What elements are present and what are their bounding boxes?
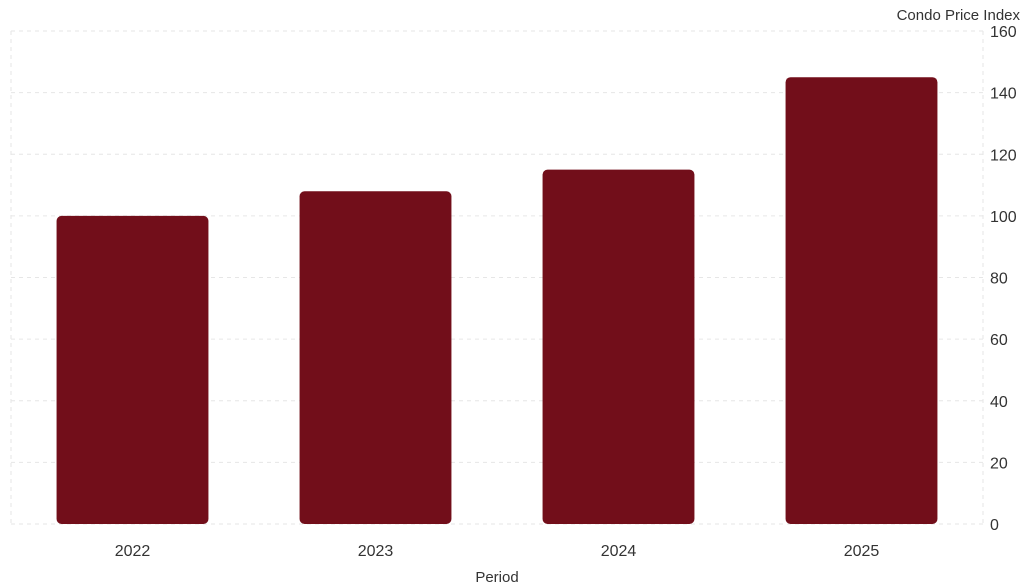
bars xyxy=(56,77,938,524)
bar-2024 xyxy=(542,169,695,524)
x-tick-label: 2023 xyxy=(358,543,394,560)
y-axis-title: Condo Price Index xyxy=(897,7,1021,24)
y-tick-label: 0 xyxy=(990,517,999,534)
bar-2022 xyxy=(56,215,209,524)
x-tick-label: 2025 xyxy=(844,543,880,560)
y-tick-label: 80 xyxy=(990,271,1008,288)
y-tick-label: 60 xyxy=(990,332,1008,349)
y-tick-label: 140 xyxy=(990,86,1017,103)
y-tick-label: 120 xyxy=(990,147,1017,164)
y-tick-label: 160 xyxy=(990,24,1017,41)
x-tick-label: 2022 xyxy=(115,543,151,560)
y-tick-label: 20 xyxy=(990,455,1008,472)
x-tick-label: 2024 xyxy=(601,543,637,560)
y-tick-label: 100 xyxy=(990,209,1017,226)
bar-2025 xyxy=(785,77,938,524)
x-axis-title: Period xyxy=(475,569,518,585)
y-axis-ticks: 0 20 40 60 80 100 120 140 160 xyxy=(990,24,1017,534)
x-axis-ticks: 2022 2023 2024 2025 xyxy=(115,543,880,560)
bar-2023 xyxy=(299,191,452,524)
y-tick-label: 40 xyxy=(990,394,1008,411)
